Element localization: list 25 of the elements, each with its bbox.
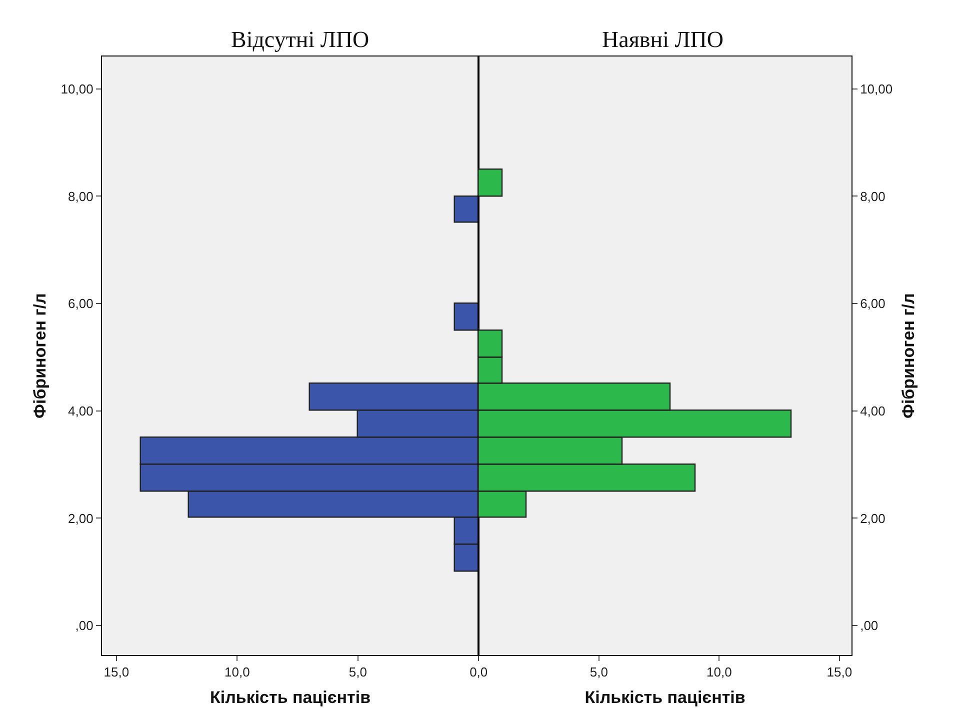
y-tick-label: 2,00	[68, 510, 94, 526]
x-tick-label: 0,0	[470, 664, 488, 680]
x-axis-title: Кількість пацієнтів	[210, 688, 371, 708]
x-tick-label: 5,0	[348, 664, 367, 680]
y-tick-label: ,00	[75, 618, 94, 634]
y-axis-title: Фібриноген г/л	[30, 293, 50, 419]
y-tick-label: 4,00	[68, 403, 94, 418]
chart-title: Наявні ЛПО	[602, 27, 724, 52]
y-tick-label: ,00	[860, 618, 878, 634]
x-tick-label: 10,0	[224, 664, 250, 680]
y-tick-label: 10,00	[60, 81, 94, 96]
y-tick-label: 2,00	[860, 510, 886, 526]
y-axis-title: Фібриноген г/л	[899, 293, 918, 419]
y-tick-label: 4,00	[860, 403, 886, 418]
y-tick-label: 10,00	[860, 81, 893, 96]
x-tick-label: 10,0	[706, 664, 732, 680]
x-tick-label: 15,0	[104, 664, 130, 680]
y-tick-label: 6,00	[860, 296, 886, 312]
x-tick-label: 5,0	[590, 664, 608, 680]
x-axis-title: Кількість пацієнтів	[584, 688, 746, 708]
y-tick-label: 6,00	[68, 296, 94, 312]
y-tick-label: 8,00	[860, 188, 886, 204]
x-tick-label: 15,0	[826, 664, 852, 680]
chart-title: Відсутні ЛПО	[231, 27, 370, 52]
y-tick-label: 8,00	[68, 188, 94, 204]
